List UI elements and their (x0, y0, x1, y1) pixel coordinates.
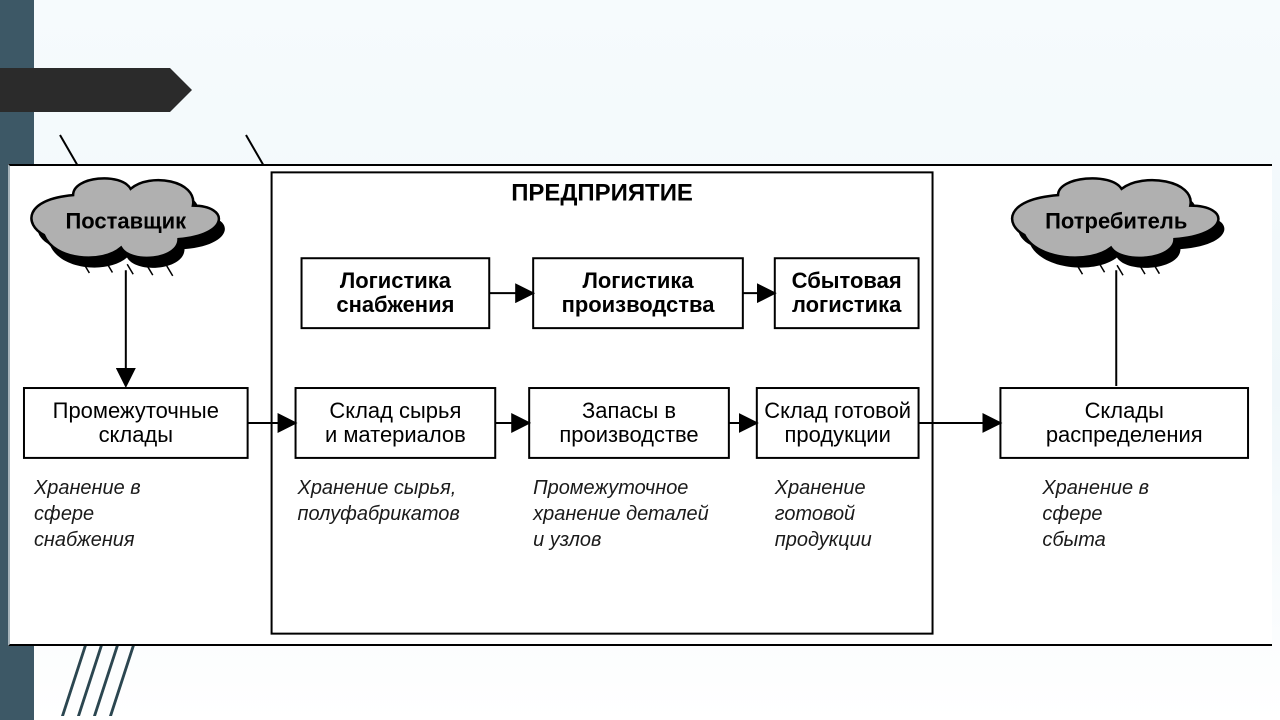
flowchart-svg: ПРЕДПРИЯТИЕ Поставщик Потребитель Логистика… (10, 166, 1272, 644)
caption-interm: Хранение всфереснабжения (33, 477, 141, 551)
box-label-log_sales: Сбытоваялогистика (792, 268, 902, 317)
cloud-scratch (127, 264, 133, 274)
caption-raw: Хранение сырья,полуфабрикатов (297, 477, 460, 525)
supplier-cloud-label: Поставщик (66, 208, 187, 233)
caption-wip: Промежуточноехранение деталейи узлов (532, 477, 709, 551)
cloud-scratch (167, 266, 173, 276)
diagram-card: ПРЕДПРИЯТИЕ Поставщик Потребитель Логистика… (8, 164, 1272, 646)
decoration-hatch (109, 636, 138, 716)
decoration-hatch (77, 636, 106, 716)
box-label-raw: Склад сырьяи материалов (325, 398, 466, 447)
consumer-cloud: Потребитель (1012, 178, 1224, 268)
supplier-cloud: Поставщик (31, 178, 224, 268)
decoration-hatch (93, 636, 122, 716)
page: ПРЕДПРИЯТИЕ Поставщик Потребитель Логистика… (0, 0, 1280, 720)
caption-distrib: Хранение всфересбыта (1041, 477, 1149, 551)
consumer-cloud-label: Потребитель (1045, 208, 1187, 233)
enterprise-title: ПРЕДПРИЯТИЕ (511, 179, 693, 206)
diagram-svg-wrap: ПРЕДПРИЯТИЕ Поставщик Потребитель Логистика… (10, 166, 1272, 644)
cloud-scratch (1117, 265, 1123, 275)
title-tag-arrow (0, 68, 170, 112)
caption-finished: Хранениеготовойпродукции (774, 477, 872, 551)
box-label-log_prod: Логистикапроизводства (562, 268, 716, 317)
decoration-hatch (61, 636, 90, 716)
box-label-finished: Склад готовойпродукции (764, 398, 911, 447)
box-label-log_supply: Логистикаснабжения (336, 268, 454, 317)
